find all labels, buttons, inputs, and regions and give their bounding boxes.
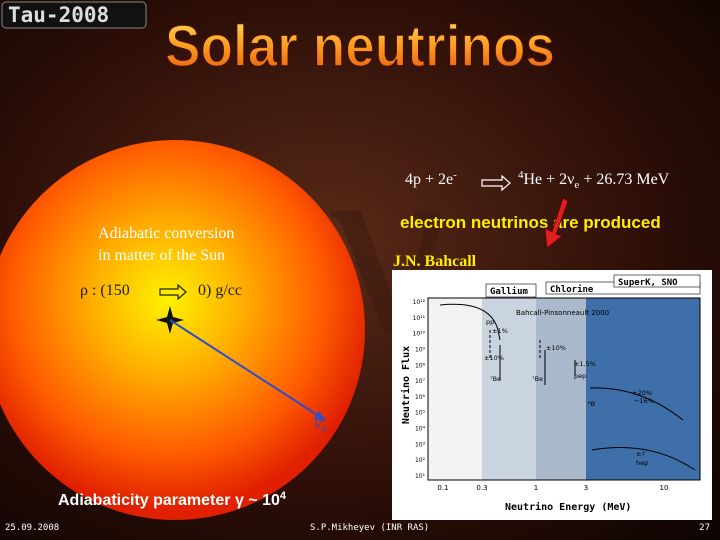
reaction-sup: 4 bbox=[518, 169, 524, 181]
logo-box bbox=[1, 1, 147, 29]
curve-label: ⁷Be bbox=[490, 375, 501, 383]
curve-label: hep bbox=[636, 459, 648, 467]
model-label: Bahcall-Pinsonneault 2000 bbox=[516, 309, 609, 317]
curve-label: ±1.5% bbox=[574, 360, 596, 368]
adiabaticity: Adiabaticity parameter γ ~ 104 bbox=[58, 490, 287, 509]
curve-label: ⁷Be bbox=[532, 375, 543, 383]
reaction-text: He + 2ν bbox=[524, 171, 575, 188]
frame bbox=[427, 297, 701, 481]
credit: J.N. Bahcall bbox=[393, 253, 477, 270]
flux-curves bbox=[439, 303, 696, 471]
arrowhead bbox=[314, 411, 326, 421]
y-tick-label: 10⁶ bbox=[415, 394, 426, 401]
path bbox=[169, 319, 323, 419]
curve-label: +20% bbox=[632, 389, 652, 397]
x-tick-label: 3 bbox=[584, 484, 588, 492]
reaction-sub: e bbox=[574, 179, 579, 191]
x-axis-label: Neutrino Energy (MeV) bbox=[505, 501, 631, 513]
footer-date: 25.09.2008 bbox=[5, 523, 59, 533]
x-tick-label: 0.3 bbox=[476, 484, 487, 492]
density: 0) g/cc bbox=[198, 282, 242, 299]
curve-label: ±1% bbox=[492, 327, 508, 335]
arrow bbox=[481, 174, 511, 192]
curve-label: pp bbox=[486, 318, 494, 326]
x-tick-label: 1 bbox=[534, 484, 538, 492]
footer-page: 27 bbox=[699, 523, 710, 533]
reaction-sup: - bbox=[453, 169, 457, 181]
exp-box bbox=[485, 283, 537, 298]
sun-label: in matter of the Sun bbox=[98, 247, 225, 264]
curve-label: −16% bbox=[634, 397, 654, 405]
spectrum-figure bbox=[392, 270, 712, 520]
experiment-label: SuperK, SNO bbox=[618, 278, 678, 288]
nu-sub: e bbox=[321, 423, 326, 435]
band bbox=[428, 298, 482, 480]
reaction-right: 4He + 2νe + 26.73 MeV bbox=[518, 169, 670, 191]
y-tick-label: 10¹² bbox=[413, 299, 426, 306]
exp-box bbox=[613, 274, 701, 288]
y-tick-label: 10⁸ bbox=[415, 362, 426, 369]
x-tick-label: 0.1 bbox=[437, 484, 448, 492]
nu-label: νe bbox=[314, 415, 326, 435]
y-tick-label: 10⁹ bbox=[415, 346, 426, 353]
sun bbox=[0, 140, 365, 520]
adiabaticity-text: Adiabaticity parameter γ ~ 10 bbox=[58, 492, 280, 509]
title: Solar neutrinos bbox=[165, 14, 555, 79]
reaction-text: 4p + 2e bbox=[405, 171, 453, 188]
sun-label: Adiabatic conversion bbox=[98, 225, 234, 242]
y-tick-label: 10⁵ bbox=[415, 410, 426, 417]
y-tick-label: 10⁷ bbox=[415, 378, 426, 385]
curve-label: ±? bbox=[636, 450, 645, 458]
x-tick-label: 10 bbox=[660, 484, 669, 492]
density: ρ : (150 bbox=[80, 282, 130, 299]
reaction-text: + 26.73 MeV bbox=[579, 171, 669, 188]
y-tick-label: 10¹¹ bbox=[413, 315, 426, 322]
reaction-left: 4p + 2e- bbox=[405, 169, 457, 188]
y-tick-label: 10³ bbox=[415, 441, 426, 448]
arrow bbox=[159, 283, 187, 301]
band bbox=[482, 298, 536, 480]
flux-lines bbox=[489, 330, 541, 360]
band bbox=[536, 298, 586, 480]
y-tick-label: 10¹ bbox=[415, 473, 426, 480]
curve-label: pep bbox=[574, 372, 586, 380]
experiment-label: Chlorine bbox=[550, 284, 594, 295]
logo: Tau-2008 bbox=[8, 3, 109, 27]
pointer-arrow bbox=[544, 197, 569, 249]
y-tick-label: 10¹⁰ bbox=[413, 331, 426, 338]
note: electron neutrinos are produced bbox=[400, 213, 661, 232]
y-tick-label: 10² bbox=[415, 457, 426, 464]
y-tick-label: 10⁴ bbox=[415, 426, 426, 433]
curve-label: ⁸B bbox=[588, 400, 595, 408]
curve-label: ±10% bbox=[546, 344, 566, 352]
nu: ν bbox=[314, 415, 321, 432]
y-axis-label: Neutrino Flux bbox=[400, 346, 412, 424]
footer-author: S.P.Mikheyev (INR RAS) bbox=[310, 523, 429, 533]
experiment-label: Gallium bbox=[490, 286, 529, 297]
adiabaticity-sup: 4 bbox=[280, 490, 287, 502]
curve-label: ±10% bbox=[484, 354, 504, 362]
